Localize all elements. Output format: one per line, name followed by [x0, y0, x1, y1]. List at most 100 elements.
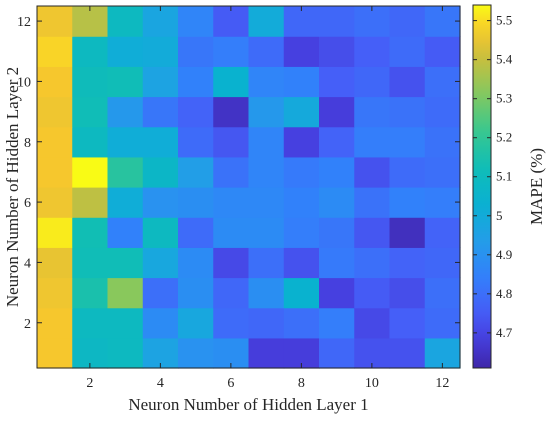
heatmap-cell [107, 6, 144, 37]
heatmap-cell [389, 156, 426, 188]
heatmap-cell [72, 217, 109, 248]
heatmap-cell [107, 36, 144, 67]
heatmap-cell [37, 96, 73, 128]
heatmap-cell [354, 217, 391, 248]
heatmap-cell [37, 277, 73, 309]
heatmap-cell [107, 277, 144, 309]
heatmap-cell [319, 6, 355, 37]
colorbar-ticks: 4.7 4.8 4.9 5 5.1 5.2 5.3 5.4 5.5 [473, 13, 513, 340]
heatmap-cell [389, 217, 426, 248]
colorbar-label: MAPE (%) [527, 148, 546, 225]
y-tick-label: 4 [24, 256, 31, 271]
heatmap-cell [107, 156, 144, 188]
heatmap-cell [389, 247, 426, 279]
heatmap-cell [354, 277, 391, 309]
heatmap-cell [213, 6, 250, 37]
heatmap-cell [107, 217, 144, 248]
heatmap-cell [389, 277, 426, 309]
heatmap-cell [424, 247, 461, 279]
heatmap-cell [213, 217, 250, 248]
heatmap-cell [142, 126, 179, 158]
heatmap-cell [213, 277, 250, 309]
heatmap-cell [142, 6, 179, 37]
colorbar-gradient [473, 5, 491, 368]
heatmap-cell [424, 96, 461, 128]
heatmap-cell [389, 307, 426, 339]
heatmap-cell [248, 217, 285, 248]
y-tick-label: 12 [17, 15, 31, 30]
heatmap-cell [72, 156, 109, 188]
heatmap-cell [319, 307, 355, 339]
heatmap-cell [389, 36, 426, 67]
heatmap-cell [319, 126, 355, 158]
heatmap-cell [142, 247, 179, 279]
heatmap-cell [107, 307, 144, 339]
heatmap-cell [37, 156, 73, 188]
heatmap-cell [424, 156, 461, 188]
heatmap-cell [354, 126, 391, 158]
heatmap-cell [37, 307, 73, 339]
heatmap-cell [213, 156, 250, 188]
heatmap-cell [142, 96, 179, 128]
heatmap-cell [72, 66, 109, 98]
heatmap-cell [142, 217, 179, 248]
heatmap-cell [319, 217, 355, 248]
heatmap-cell [424, 6, 461, 37]
heatmap-cell [178, 36, 214, 67]
heatmap-cell [37, 187, 73, 218]
heatmap-cell [319, 96, 355, 128]
heatmap-cell [424, 66, 461, 98]
heatmap-cell [248, 156, 285, 188]
heatmap-cell [213, 96, 250, 128]
x-axis-label: Neuron Number of Hidden Layer 1 [128, 395, 368, 414]
heatmap-cell [248, 66, 285, 98]
heatmap-cell [319, 66, 355, 98]
heatmap-cell [213, 307, 250, 339]
heatmap-cell [37, 66, 73, 98]
heatmap-cell [72, 187, 109, 218]
heatmap-cell [107, 337, 144, 369]
heatmap-cell [354, 36, 391, 67]
heatmap-cell [283, 187, 320, 218]
heatmap-cell [72, 126, 109, 158]
heatmap-cell [283, 66, 320, 98]
heatmap-cell [424, 277, 461, 309]
heatmap-cell [142, 307, 179, 339]
y-tick-label: 2 [24, 317, 31, 332]
heatmap-cell [283, 277, 320, 309]
heatmap-cell [213, 126, 250, 158]
heatmap-cell [37, 247, 73, 279]
heatmap-cell [283, 126, 320, 158]
x-tick-label: 8 [298, 376, 305, 391]
heatmap-cell [213, 66, 250, 98]
heatmap-cell [178, 96, 214, 128]
heatmap-cell [72, 277, 109, 309]
heatmap-cell [37, 36, 73, 67]
heatmap-cell [107, 66, 144, 98]
colorbar-tick-label: 4.8 [496, 286, 512, 301]
heatmap-cell [178, 187, 214, 218]
colorbar-tick-label: 5 [496, 208, 503, 223]
heatmap-cell [354, 6, 391, 37]
heatmap-cell [283, 6, 320, 37]
y-tick-label: 6 [24, 196, 31, 211]
colorbar-tick-label: 4.7 [496, 325, 513, 340]
heatmap-cell [283, 36, 320, 67]
colorbar-tick-label: 5.1 [496, 169, 512, 184]
heatmap-cell [389, 96, 426, 128]
heatmap-cell [319, 247, 355, 279]
heatmap-cell [424, 307, 461, 339]
heatmap-cell [107, 187, 144, 218]
heatmap-cell [283, 156, 320, 188]
heatmap-cell [213, 36, 250, 67]
heatmap-cell [319, 36, 355, 67]
heatmap-cell [178, 66, 214, 98]
heatmap-cell [354, 156, 391, 188]
y-axis-label: Neuron Number of Hidden Layer 2 [3, 67, 22, 307]
heatmap-cell [178, 307, 214, 339]
x-tick-label: 10 [365, 376, 379, 391]
colorbar-tick-label: 5.4 [496, 52, 513, 67]
heatmap-cell [248, 337, 285, 369]
heatmap-cell [248, 36, 285, 67]
